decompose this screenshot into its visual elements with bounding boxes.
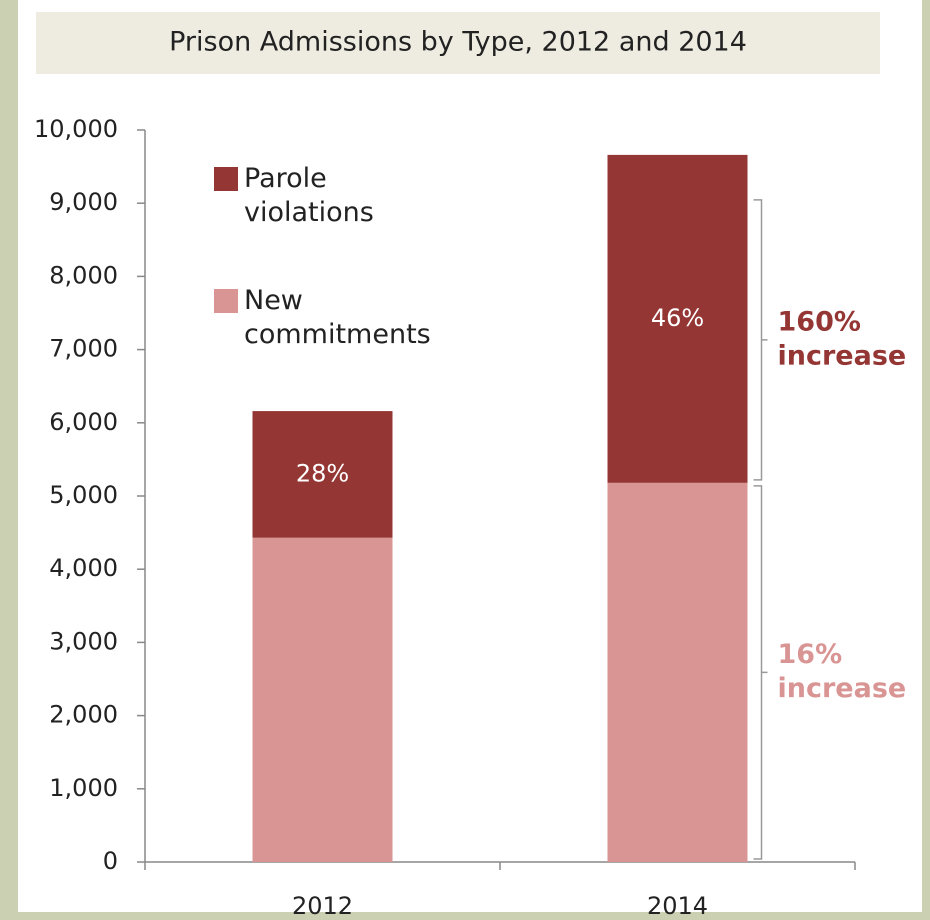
y-tick-label: 9,000: [49, 188, 118, 216]
bar-segment: [607, 482, 748, 862]
legend-label: New commitments: [244, 285, 431, 350]
y-tick-label: 1,000: [49, 774, 118, 802]
panel: [18, 0, 922, 912]
y-tick-label: 8,000: [49, 261, 118, 289]
segment-label: 46%: [651, 304, 704, 332]
annotation: increase: [778, 340, 907, 371]
bracket: [753, 199, 768, 481]
x-tick-label: 2012: [292, 892, 353, 920]
y-tick-label: 0: [103, 847, 118, 875]
y-tick-label: 6,000: [49, 408, 118, 436]
legend-swatch: [214, 289, 238, 313]
chart-title: Prison Admissions by Type, 2012 and 2014: [169, 27, 747, 58]
y-tick-label: 3,000: [49, 627, 118, 655]
y-tick-label: 4,000: [49, 554, 118, 582]
bar-segment: [607, 154, 748, 483]
y-tick-label: 2,000: [49, 701, 118, 729]
segment-label: 28%: [296, 459, 349, 487]
bar-segment: [252, 411, 393, 538]
y-tick-label: 10,000: [34, 115, 118, 143]
title-box: [36, 12, 880, 74]
annotation: 160%: [778, 306, 861, 337]
bracket: [753, 485, 768, 860]
x-tick-label: 2014: [647, 892, 708, 920]
y-tick-label: 5,000: [49, 481, 118, 509]
annotation: increase: [778, 673, 907, 704]
legend-swatch: [214, 167, 238, 191]
bar-segment: [252, 537, 393, 862]
y-tick-label: 7,000: [49, 335, 118, 363]
annotation: 16%: [778, 639, 843, 670]
legend-label: Parole violations: [244, 163, 374, 228]
